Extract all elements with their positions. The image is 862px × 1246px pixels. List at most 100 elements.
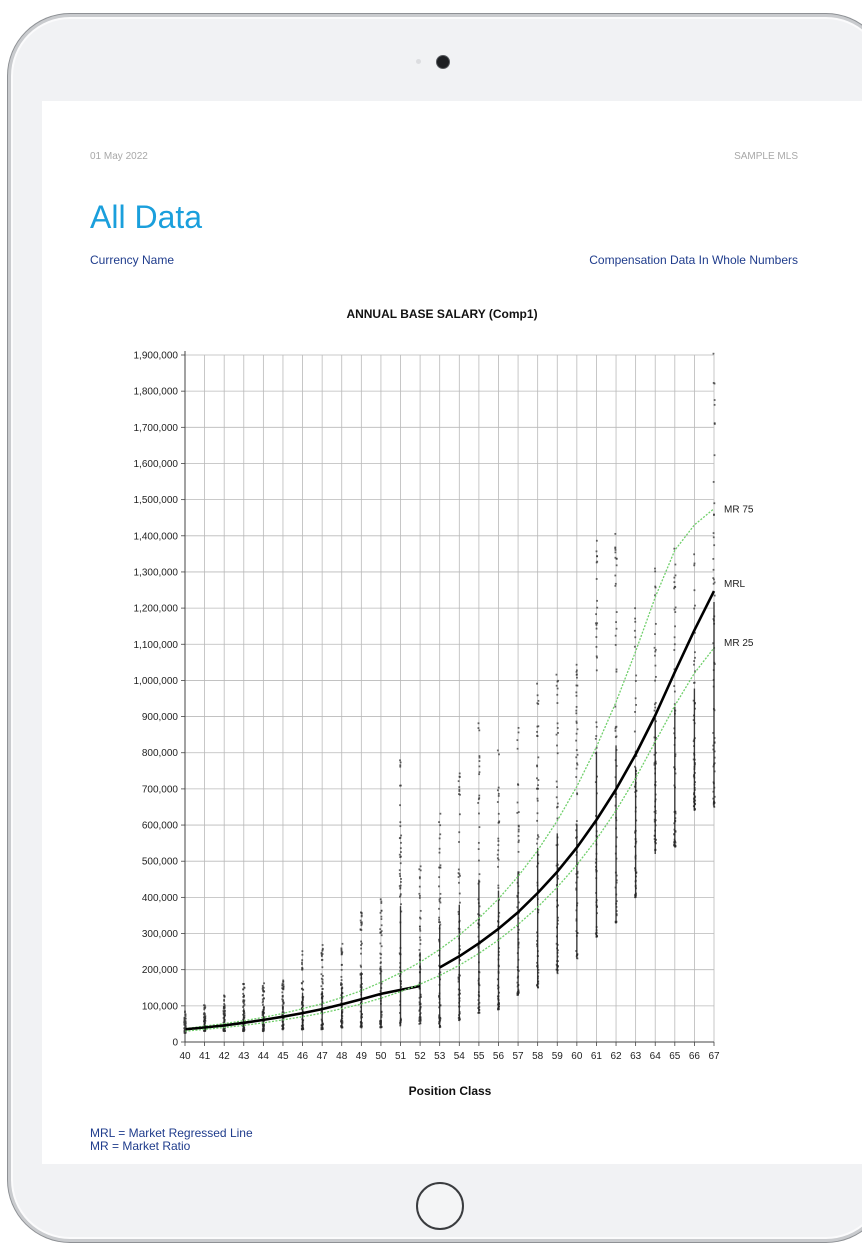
data-point (576, 762, 578, 765)
data-point (654, 570, 657, 573)
data-point (380, 953, 383, 956)
data-point (693, 562, 696, 565)
data-point (536, 837, 539, 840)
data-point (673, 643, 676, 646)
data-point (497, 837, 500, 840)
data-point (300, 1027, 303, 1030)
data-point (439, 833, 442, 836)
data-point (712, 642, 715, 645)
data-point (634, 894, 636, 897)
data-point (516, 994, 519, 996)
data-point (537, 784, 539, 787)
data-point (478, 797, 481, 799)
data-point (633, 645, 636, 648)
data-point (418, 885, 421, 888)
data-point (576, 684, 579, 687)
data-point (379, 942, 382, 945)
data-point (633, 785, 636, 788)
data-point (496, 749, 499, 752)
data-point (320, 955, 323, 958)
data-point (595, 735, 598, 737)
data-point (575, 756, 578, 759)
home-button[interactable] (416, 1182, 464, 1230)
data-point (458, 775, 461, 778)
data-point (204, 1007, 206, 1010)
data-point (478, 760, 481, 762)
data-point (438, 847, 441, 850)
data-point (555, 796, 558, 799)
x-tick-label: 49 (356, 1051, 368, 1062)
data-point (380, 902, 383, 904)
data-point (477, 727, 480, 729)
data-point (399, 836, 402, 839)
data-point (438, 938, 440, 941)
data-point (261, 1014, 264, 1017)
data-point (380, 1010, 383, 1013)
data-point (537, 787, 539, 790)
data-point (380, 930, 383, 932)
y-tick-label: 1,900,000 (134, 351, 179, 362)
tablet-camera (436, 55, 450, 69)
data-point (340, 951, 343, 954)
data-point (674, 841, 677, 844)
data-point (713, 594, 716, 597)
y-tick-label: 1,500,000 (134, 495, 179, 506)
data-point (595, 623, 598, 626)
data-point (438, 900, 441, 903)
data-point (379, 928, 382, 931)
data-point (340, 948, 343, 951)
data-point (419, 917, 422, 920)
data-point (654, 706, 657, 709)
data-point (262, 990, 265, 993)
data-point (222, 1013, 225, 1016)
data-point (576, 870, 579, 873)
x-tick-label: 48 (336, 1051, 348, 1062)
data-point (459, 1018, 461, 1021)
data-point (459, 901, 461, 904)
data-point (261, 984, 264, 987)
x-tick-label: 47 (317, 1051, 329, 1062)
data-point (263, 1016, 266, 1019)
data-point (438, 996, 440, 998)
data-point (634, 636, 637, 639)
data-point (340, 949, 343, 952)
data-point (536, 682, 538, 685)
data-point (595, 655, 598, 658)
data-point (320, 1026, 323, 1029)
data-point (673, 668, 676, 671)
compensation-label: Compensation Data In Whole Numbers (589, 253, 798, 267)
data-point (517, 871, 520, 874)
data-point (694, 781, 697, 784)
data-point (478, 826, 481, 828)
data-point (281, 984, 284, 987)
y-tick-label: 400,000 (142, 893, 179, 904)
data-point (203, 1008, 206, 1011)
data-point (536, 812, 539, 815)
data-point (575, 732, 578, 735)
data-point (712, 732, 715, 734)
data-point (320, 1028, 323, 1031)
data-point (399, 765, 402, 768)
data-point (575, 694, 578, 697)
line-label: MR 75 (724, 505, 754, 516)
data-point (439, 892, 442, 895)
data-point (536, 797, 539, 800)
y-tick-label: 900,000 (142, 712, 179, 723)
data-point (459, 793, 461, 796)
data-point (674, 563, 677, 566)
x-tick-label: 45 (277, 1051, 289, 1062)
data-point (555, 780, 558, 783)
data-point (223, 1010, 226, 1012)
data-point (282, 986, 285, 989)
data-point (243, 1000, 245, 1003)
data-point (438, 921, 440, 923)
y-tick-label: 700,000 (142, 784, 179, 795)
data-point (243, 986, 246, 989)
data-point (713, 581, 716, 584)
data-point (399, 886, 402, 889)
data-point (712, 481, 715, 483)
data-point (223, 1004, 226, 1007)
data-point (359, 919, 362, 922)
data-point (478, 756, 481, 759)
data-point (497, 865, 499, 868)
